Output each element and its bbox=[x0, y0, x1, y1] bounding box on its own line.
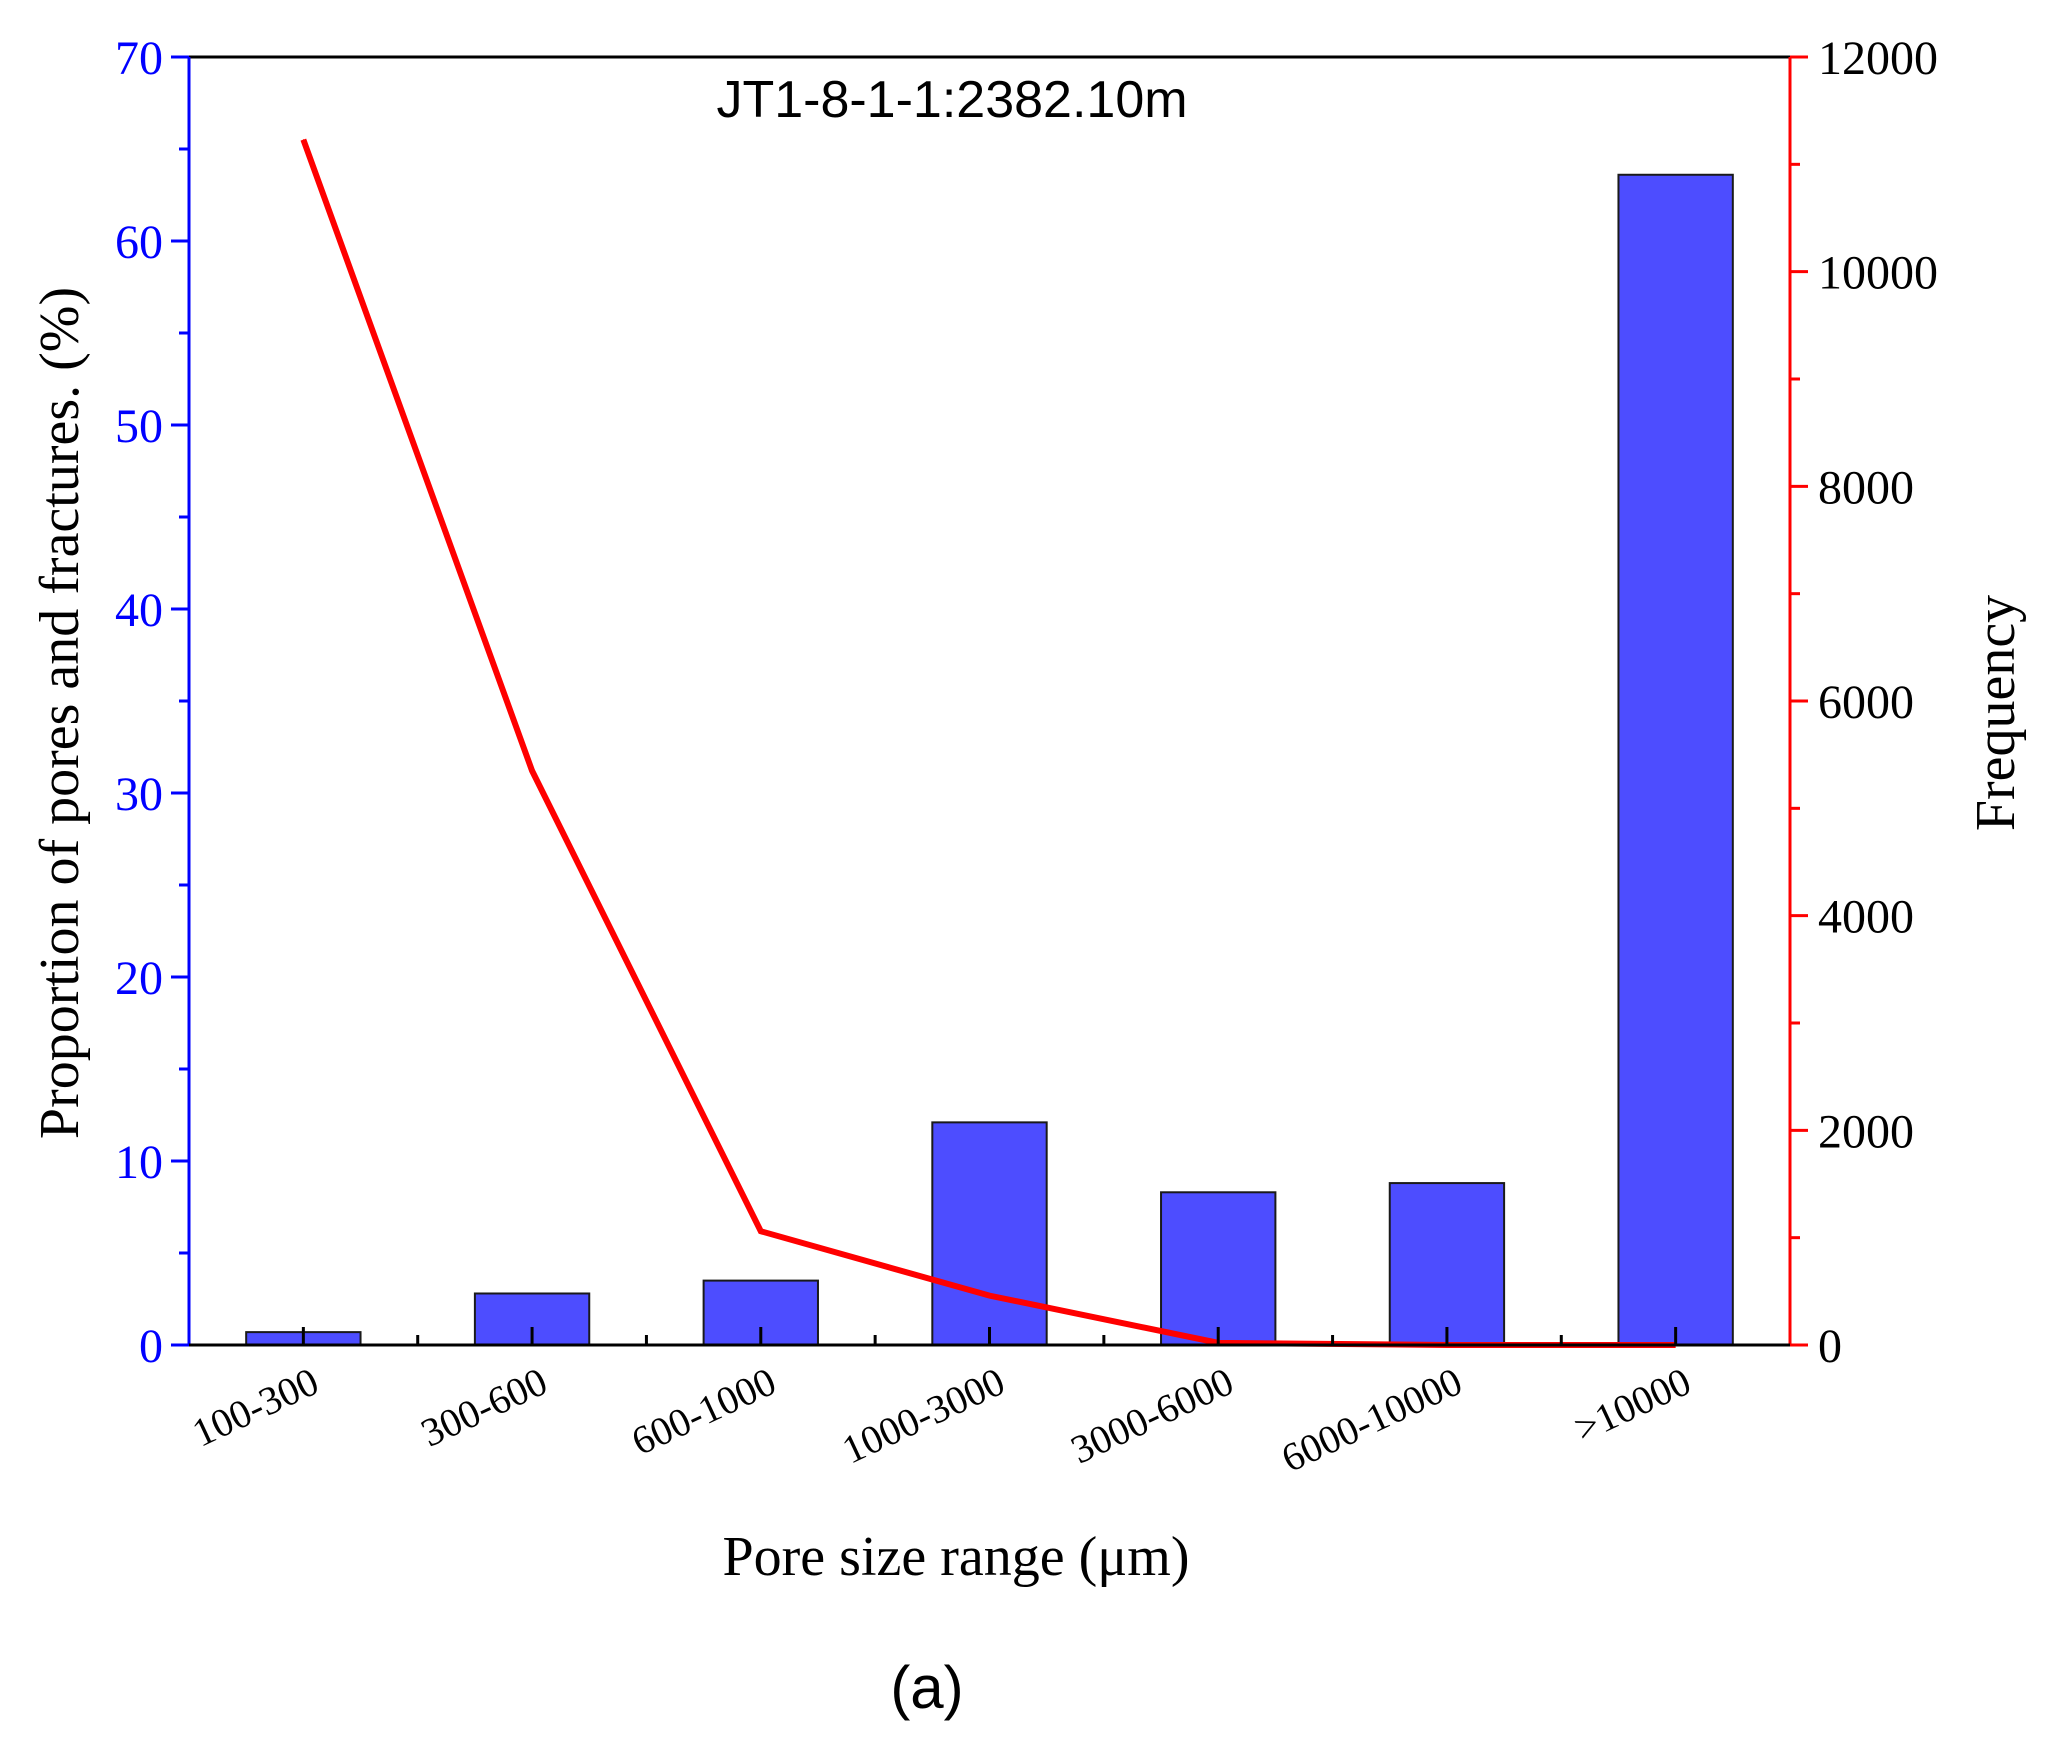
x-axis-title: Pore size range (μm) bbox=[723, 1526, 1190, 1588]
left-axis-title: Proportion of pores and fractures. (%) bbox=[29, 287, 91, 1139]
right-y-axis: 0 2000 4000 6000 8000 10000 12000 bbox=[1788, 32, 1938, 1373]
x-tick-label: 3000-6000 bbox=[1064, 1358, 1240, 1472]
x-tick-label: 100-300 bbox=[185, 1358, 325, 1455]
right-tick-label: 12000 bbox=[1818, 32, 1938, 85]
left-tick-label: 30 bbox=[115, 768, 163, 821]
right-tick-label: 4000 bbox=[1818, 891, 1914, 944]
frequency-point-3 bbox=[989, 1295, 990, 1297]
frequency-point-2 bbox=[760, 1230, 762, 1232]
bar-5 bbox=[1388, 1182, 1506, 1346]
figure-caption: (a) bbox=[890, 1654, 963, 1721]
left-tick-label: 60 bbox=[115, 216, 163, 269]
x-tick-label: 600-1000 bbox=[625, 1358, 783, 1464]
right-tick-label: 6000 bbox=[1818, 676, 1914, 729]
x-tick-label: >10000 bbox=[1567, 1358, 1697, 1451]
right-tick-label: 2000 bbox=[1818, 1105, 1914, 1158]
left-tick-label: 0 bbox=[139, 1320, 163, 1373]
frequency-point-1 bbox=[531, 770, 533, 772]
left-tick-label: 10 bbox=[115, 1136, 163, 1189]
left-tick-label: 40 bbox=[115, 584, 163, 637]
left-y-axis: 0 10 20 30 40 50 60 70 bbox=[115, 32, 191, 1373]
left-tick-label: 70 bbox=[115, 32, 163, 85]
bar-6 bbox=[1617, 173, 1734, 1346]
right-axis-title: Frequency bbox=[1965, 595, 2027, 831]
chart-title: JT1-8-1-1:2382.10m bbox=[716, 71, 1187, 129]
right-tick-label: 0 bbox=[1818, 1320, 1842, 1373]
right-tick-label: 8000 bbox=[1818, 461, 1914, 514]
bar-3 bbox=[931, 1121, 1048, 1346]
frequency-point-0 bbox=[302, 139, 304, 141]
right-tick-label: 10000 bbox=[1818, 247, 1938, 300]
x-tick-label: 6000-10000 bbox=[1274, 1358, 1468, 1480]
x-tick-label: 1000-3000 bbox=[835, 1358, 1011, 1472]
bar-4 bbox=[1160, 1191, 1277, 1347]
left-tick-label: 50 bbox=[115, 400, 163, 453]
x-axis: 100-300 300-600 600-1000 1000-3000 3000-6000… bbox=[185, 1327, 1790, 1481]
x-tick-label: 300-600 bbox=[414, 1358, 554, 1455]
plot-area bbox=[189, 55, 1790, 1348]
left-tick-label: 20 bbox=[115, 952, 163, 1005]
